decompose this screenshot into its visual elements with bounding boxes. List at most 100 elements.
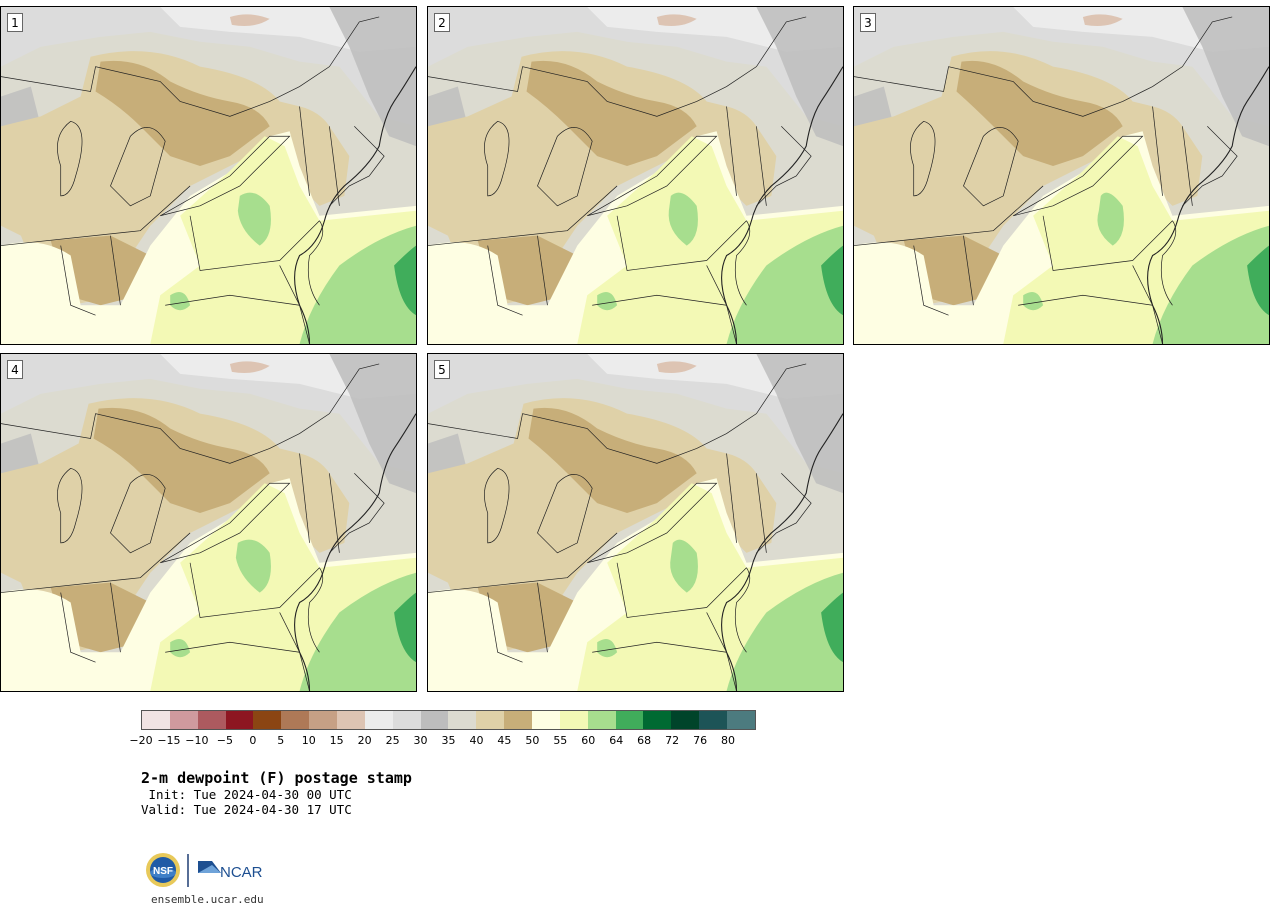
boundary-line [1182, 126, 1238, 207]
plot-title: 2-m dewpoint (F) postage stamp [141, 769, 412, 787]
coastline [721, 66, 843, 344]
boundary-line [726, 453, 737, 543]
boundary-line [60, 245, 96, 316]
field-dark-grey [756, 354, 843, 494]
field-green-patch [1023, 291, 1044, 311]
field-green-light-se [726, 225, 843, 344]
boundary-line [329, 473, 385, 554]
field-pink [229, 361, 270, 374]
colorbar-swatch [197, 711, 226, 729]
boundary-line [299, 106, 310, 196]
dewpoint-colorbar [141, 710, 756, 730]
boundary-line [329, 126, 385, 207]
field-green-light [237, 192, 271, 246]
dewpoint-field [1, 354, 416, 691]
colorbar-swatch [253, 711, 282, 729]
dewpoint-field [428, 354, 843, 691]
boundary-line [910, 120, 936, 197]
boundary-line [1013, 135, 1144, 217]
boundary-line [110, 474, 166, 554]
boundary-line [963, 235, 974, 306]
member-label-3: 3 [860, 13, 876, 32]
colorbar-swatch [504, 711, 533, 729]
valid-time: Valid: Tue 2024-04-30 17 UTC [141, 802, 352, 817]
boundary-line [734, 220, 751, 306]
field-green-patch [597, 291, 618, 311]
ensemble-member-panel-2: 2 [427, 6, 844, 345]
colorbar-tick-label: −10 [185, 734, 209, 747]
footer-url: ensemble.ucar.edu [151, 893, 264, 906]
boundaries [1, 363, 416, 691]
dewpoint-field [854, 7, 1269, 344]
colorbar-swatch [699, 711, 728, 729]
init-time: Init: Tue 2024-04-30 00 UTC [141, 787, 352, 802]
colorbar-tick-label: 30 [413, 734, 428, 747]
boundary-line [110, 582, 121, 653]
field-green-patch [597, 638, 618, 658]
boundary-line [484, 120, 510, 197]
colorbar-swatch [309, 711, 338, 729]
boundary-line [110, 127, 166, 207]
colorbar-swatch [142, 711, 170, 729]
field-green-light [1097, 192, 1124, 246]
boundary-line [57, 467, 83, 544]
colorbar-tick-label: 25 [385, 734, 400, 747]
colorbar-swatch [671, 711, 700, 729]
colorbar-swatch [337, 711, 365, 729]
colorbar-swatch [559, 711, 588, 729]
boundary-line [307, 567, 324, 653]
boundary-line [428, 363, 807, 464]
colorbar-swatch [615, 711, 644, 729]
boundary-line [484, 467, 510, 544]
coastline [1147, 66, 1269, 344]
dewpoint-map-2 [428, 7, 843, 344]
colorbar-swatch [364, 711, 393, 729]
colorbar-swatch [587, 711, 616, 729]
field-green-light [235, 539, 271, 593]
coastline [721, 413, 843, 691]
boundary-line [1, 532, 191, 593]
boundary-line [854, 16, 1233, 117]
colorbar-swatch [281, 711, 310, 729]
boundary-line [1, 16, 380, 117]
boundary-line [299, 453, 310, 543]
field-green-light [670, 539, 698, 593]
field-green-light-se [299, 572, 416, 691]
colorbar-tick-label: 10 [301, 734, 316, 747]
colorbar-tick-label: −20 [129, 734, 153, 747]
colorbar-tick-label: 60 [581, 734, 596, 747]
colorbar-tick-label: −5 [216, 734, 233, 747]
boundary-line [537, 474, 593, 554]
boundary-line [1152, 106, 1163, 196]
member-label-1: 1 [7, 13, 23, 32]
boundary-line [189, 562, 320, 618]
boundary-line [487, 592, 523, 663]
boundary-line [1160, 220, 1177, 306]
member-label-4: 4 [7, 360, 23, 379]
boundary-line [1042, 215, 1173, 271]
boundary-line [587, 135, 718, 217]
nsf-ncar-logos: NSF NCAR [146, 853, 263, 887]
boundary-line [592, 294, 727, 306]
colorbar-swatch [643, 711, 672, 729]
field-pink [656, 361, 697, 374]
colorbar-tick-label: 35 [441, 734, 456, 747]
boundaries [428, 16, 843, 344]
boundary-line [428, 532, 618, 593]
member-label-2: 2 [434, 13, 450, 32]
field-green-light-se [1152, 225, 1269, 344]
colorbar-tick-label: 45 [497, 734, 512, 747]
boundary-line [1, 363, 380, 464]
field-tan [528, 407, 697, 514]
field-green-patch [170, 291, 191, 311]
boundary-line [110, 235, 121, 306]
ensemble-member-panel-1: 1 [0, 6, 417, 345]
colorbar-tick-label: 72 [665, 734, 680, 747]
field-pink [1082, 14, 1123, 27]
field-dark-grey [329, 354, 416, 494]
boundary-line [913, 245, 949, 316]
colorbar-swatch [727, 711, 755, 729]
colorbar-tick-label: 68 [637, 734, 652, 747]
field-tan [526, 60, 697, 167]
colorbar-tick-label: −15 [157, 734, 181, 747]
